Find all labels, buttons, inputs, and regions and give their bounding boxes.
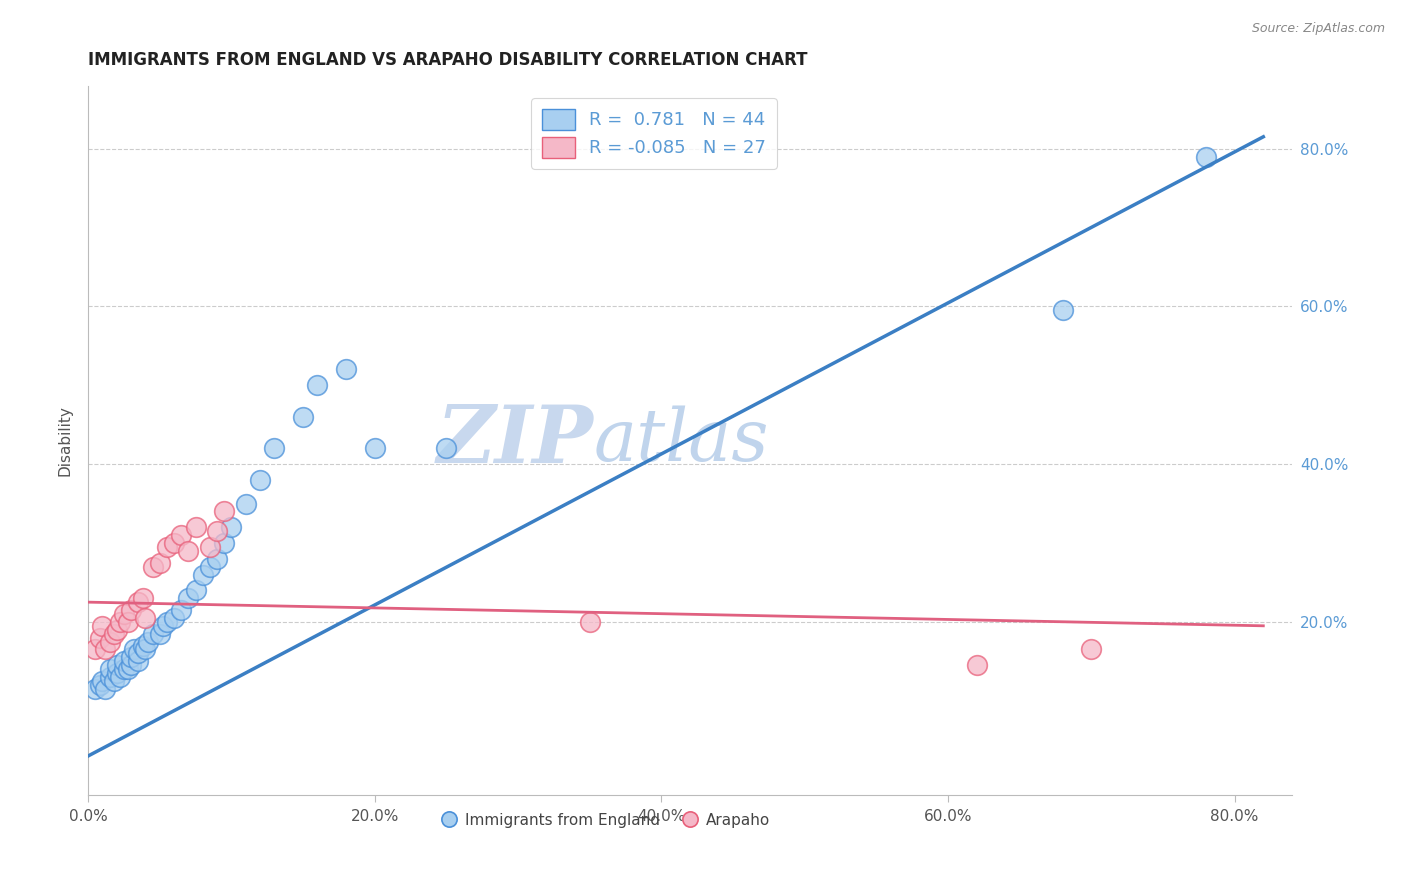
Point — [98, 670, 121, 684]
Point — [134, 642, 156, 657]
Point — [364, 442, 387, 456]
Point — [91, 619, 114, 633]
Text: IMMIGRANTS FROM ENGLAND VS ARAPAHO DISABILITY CORRELATION CHART: IMMIGRANTS FROM ENGLAND VS ARAPAHO DISAB… — [89, 51, 807, 69]
Point — [98, 662, 121, 676]
Point — [214, 536, 236, 550]
Point — [156, 540, 179, 554]
Point — [105, 666, 128, 681]
Point — [205, 551, 228, 566]
Point — [156, 615, 179, 629]
Point — [142, 559, 165, 574]
Text: Source: ZipAtlas.com: Source: ZipAtlas.com — [1251, 22, 1385, 36]
Point — [105, 658, 128, 673]
Point — [163, 536, 186, 550]
Point — [198, 559, 221, 574]
Point — [112, 607, 135, 621]
Point — [1195, 149, 1218, 163]
Point — [436, 442, 458, 456]
Point — [263, 442, 285, 456]
Point — [105, 623, 128, 637]
Point — [184, 583, 207, 598]
Point — [191, 567, 214, 582]
Point — [117, 615, 139, 629]
Point — [170, 603, 193, 617]
Point — [122, 642, 145, 657]
Point — [127, 647, 149, 661]
Text: atlas: atlas — [593, 405, 769, 475]
Point — [205, 524, 228, 538]
Point — [117, 662, 139, 676]
Point — [112, 662, 135, 676]
Point — [94, 681, 117, 696]
Point — [152, 619, 174, 633]
Point — [94, 642, 117, 657]
Point — [120, 658, 142, 673]
Point — [127, 595, 149, 609]
Point — [1052, 303, 1074, 318]
Point — [131, 591, 153, 606]
Point — [1080, 642, 1102, 657]
Point — [249, 473, 271, 487]
Point — [214, 504, 236, 518]
Point — [120, 650, 142, 665]
Point — [91, 673, 114, 688]
Point — [89, 678, 111, 692]
Point — [103, 673, 125, 688]
Point — [112, 654, 135, 668]
Point — [221, 520, 243, 534]
Point — [335, 362, 357, 376]
Point — [84, 642, 107, 657]
Point — [292, 409, 315, 424]
Point — [966, 658, 988, 673]
Point — [84, 681, 107, 696]
Point — [89, 631, 111, 645]
Point — [127, 654, 149, 668]
Point — [177, 591, 200, 606]
Text: ZIP: ZIP — [437, 401, 593, 479]
Legend: Immigrants from England, Arapaho: Immigrants from England, Arapaho — [436, 806, 776, 834]
Point — [142, 626, 165, 640]
Point — [131, 639, 153, 653]
Point — [163, 611, 186, 625]
Point — [198, 540, 221, 554]
Point — [134, 611, 156, 625]
Y-axis label: Disability: Disability — [58, 405, 72, 476]
Point — [177, 544, 200, 558]
Point — [170, 528, 193, 542]
Point — [149, 626, 172, 640]
Point — [98, 634, 121, 648]
Point — [108, 615, 131, 629]
Point — [103, 626, 125, 640]
Point — [578, 615, 600, 629]
Point — [235, 497, 257, 511]
Point — [120, 603, 142, 617]
Point — [108, 670, 131, 684]
Point — [149, 556, 172, 570]
Point — [307, 378, 329, 392]
Point — [138, 634, 160, 648]
Point — [184, 520, 207, 534]
